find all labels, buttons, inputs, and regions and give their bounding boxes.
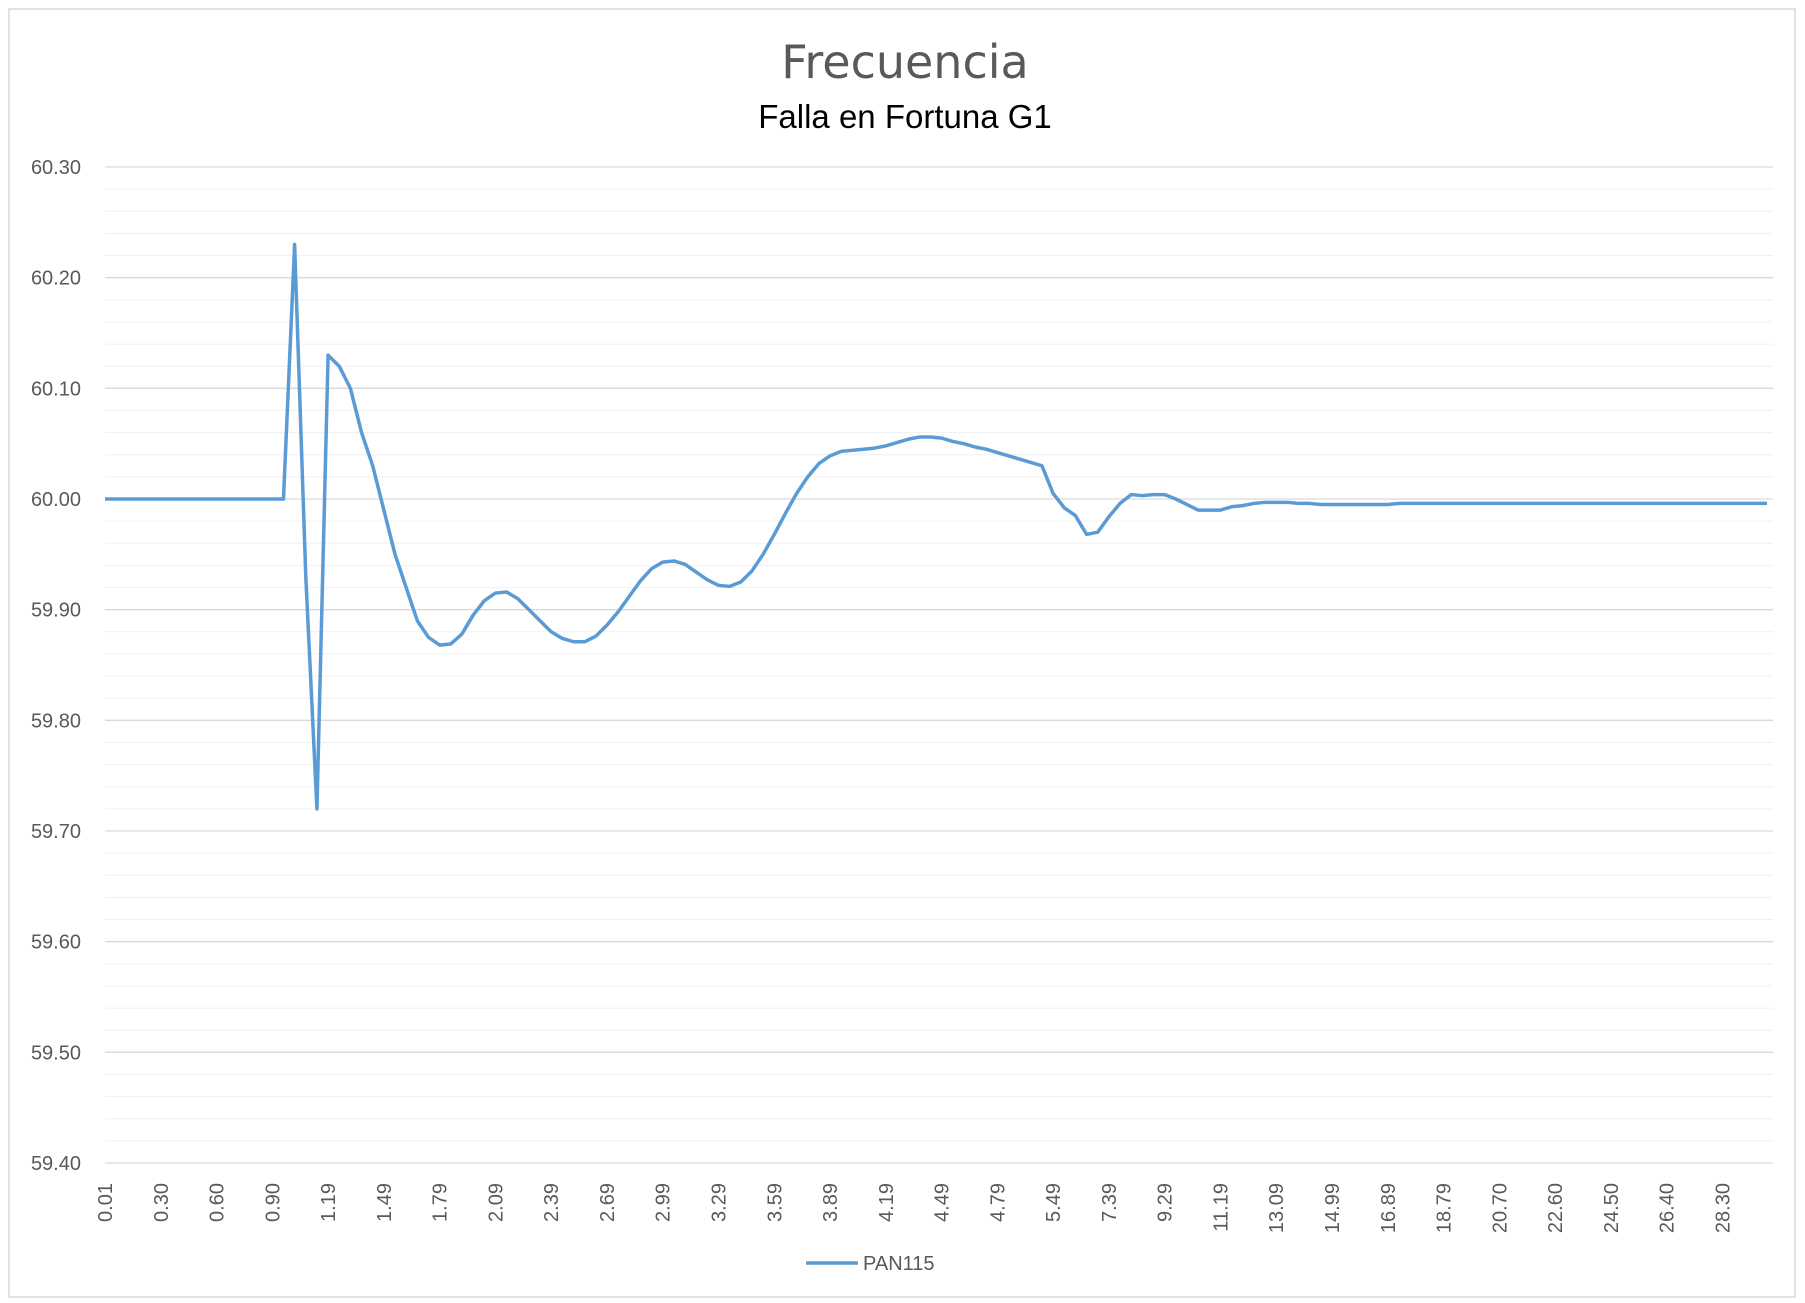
y-tick-label: 60.20 <box>31 268 81 290</box>
x-tick-label: 13.09 <box>1266 1183 1288 1233</box>
x-tick-label: 7.39 <box>1099 1183 1121 1222</box>
x-tick-label: 2.69 <box>597 1183 619 1222</box>
x-tick-label: 11.19 <box>1210 1183 1232 1232</box>
x-tick-label: 28.30 <box>1712 1183 1734 1233</box>
x-tick-label: 1.19 <box>318 1183 340 1222</box>
y-tick-label: 60.10 <box>31 378 81 400</box>
y-tick-label: 59.50 <box>31 1042 81 1064</box>
x-tick-label: 3.29 <box>708 1183 730 1222</box>
x-tick-label: 0.60 <box>207 1183 229 1222</box>
x-tick-label: 4.49 <box>932 1183 954 1222</box>
chart-border <box>8 8 1796 1298</box>
x-tick-label: 26.40 <box>1657 1183 1679 1233</box>
x-tick-label: 0.01 <box>95 1183 117 1222</box>
x-tick-label: 3.89 <box>820 1183 842 1222</box>
x-tick-label: 20.70 <box>1489 1183 1511 1233</box>
x-tick-label: 4.79 <box>987 1183 1009 1222</box>
series-line <box>105 242 1767 811</box>
y-tick-label: 59.80 <box>31 710 81 732</box>
x-tick-label: 4.19 <box>876 1183 898 1222</box>
x-tick-label: 18.79 <box>1434 1183 1456 1233</box>
x-tick-label: 22.60 <box>1545 1183 1567 1233</box>
chart-title: Frecuencia <box>781 35 1028 89</box>
x-tick-label: 14.99 <box>1322 1183 1344 1233</box>
y-tick-label: 59.60 <box>31 932 81 954</box>
x-tick-label: 1.79 <box>430 1183 452 1222</box>
chart-subtitle: Falla en Fortuna G1 <box>758 98 1052 135</box>
x-tick-label: 16.89 <box>1378 1183 1400 1233</box>
y-tick-label: 60.00 <box>31 489 81 511</box>
x-tick-label: 2.99 <box>653 1183 675 1222</box>
x-tick-label: 3.59 <box>764 1183 786 1222</box>
x-tick-label: 2.09 <box>485 1183 507 1222</box>
y-tick-label: 59.70 <box>31 821 81 843</box>
y-tick-label: 60.30 <box>31 157 81 179</box>
x-tick-label: 5.49 <box>1043 1183 1065 1222</box>
x-tick-label: 1.49 <box>374 1183 396 1222</box>
x-tick-label: 9.29 <box>1155 1183 1177 1222</box>
x-tick-label: 2.39 <box>541 1183 563 1222</box>
legend-label: PAN115 <box>863 1253 935 1275</box>
y-tick-label: 59.40 <box>31 1153 81 1175</box>
x-tick-label: 0.90 <box>262 1183 284 1222</box>
x-tick-label: 0.30 <box>151 1183 173 1222</box>
y-tick-label: 59.90 <box>31 600 81 622</box>
x-tick-label: 24.50 <box>1601 1183 1623 1233</box>
